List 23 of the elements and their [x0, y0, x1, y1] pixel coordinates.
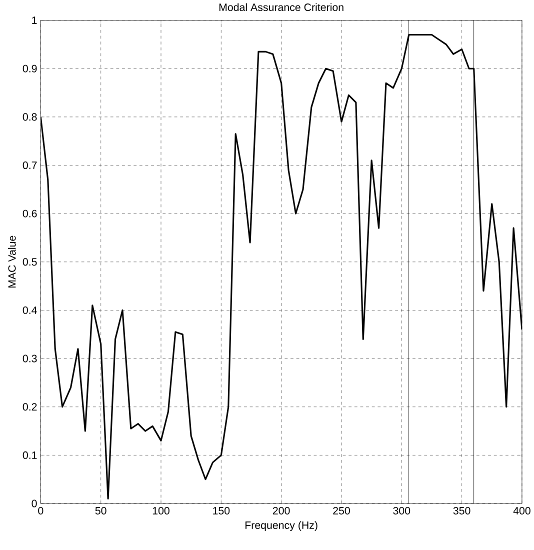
x-tick-label: 350: [453, 506, 470, 514]
x-tick-label: 400: [513, 506, 530, 514]
x-tick-label: 250: [333, 506, 350, 514]
y-tick-label: 0.8: [22, 113, 37, 121]
x-tick-label: 50: [95, 506, 106, 514]
x-tick-label: 100: [152, 506, 170, 514]
x-tick-label: 300: [393, 506, 410, 514]
x-tick-label: 200: [272, 506, 290, 514]
y-tick-label: 0.4: [22, 306, 37, 314]
y-tick-label: 0.6: [22, 210, 37, 218]
y-tick-label: 0.5: [22, 258, 37, 266]
y-tick-label: 0.9: [22, 64, 37, 72]
y-tick-label: 0.3: [22, 354, 37, 362]
chart-title: Modal Assurance Criterion: [219, 3, 344, 12]
x-tick-label: 0: [38, 506, 44, 514]
y-tick-label: 1: [32, 16, 37, 24]
y-tick-label: 0.2: [22, 403, 37, 411]
y-tick-label: 0.7: [22, 161, 37, 170]
y-axis-title: MAC Value: [8, 236, 16, 288]
y-tick-label: 0.1: [22, 451, 37, 459]
x-axis-title: Frequency (Hz): [245, 521, 318, 532]
x-tick-label: 150: [213, 506, 230, 514]
y-tick-label: 0: [32, 500, 37, 508]
